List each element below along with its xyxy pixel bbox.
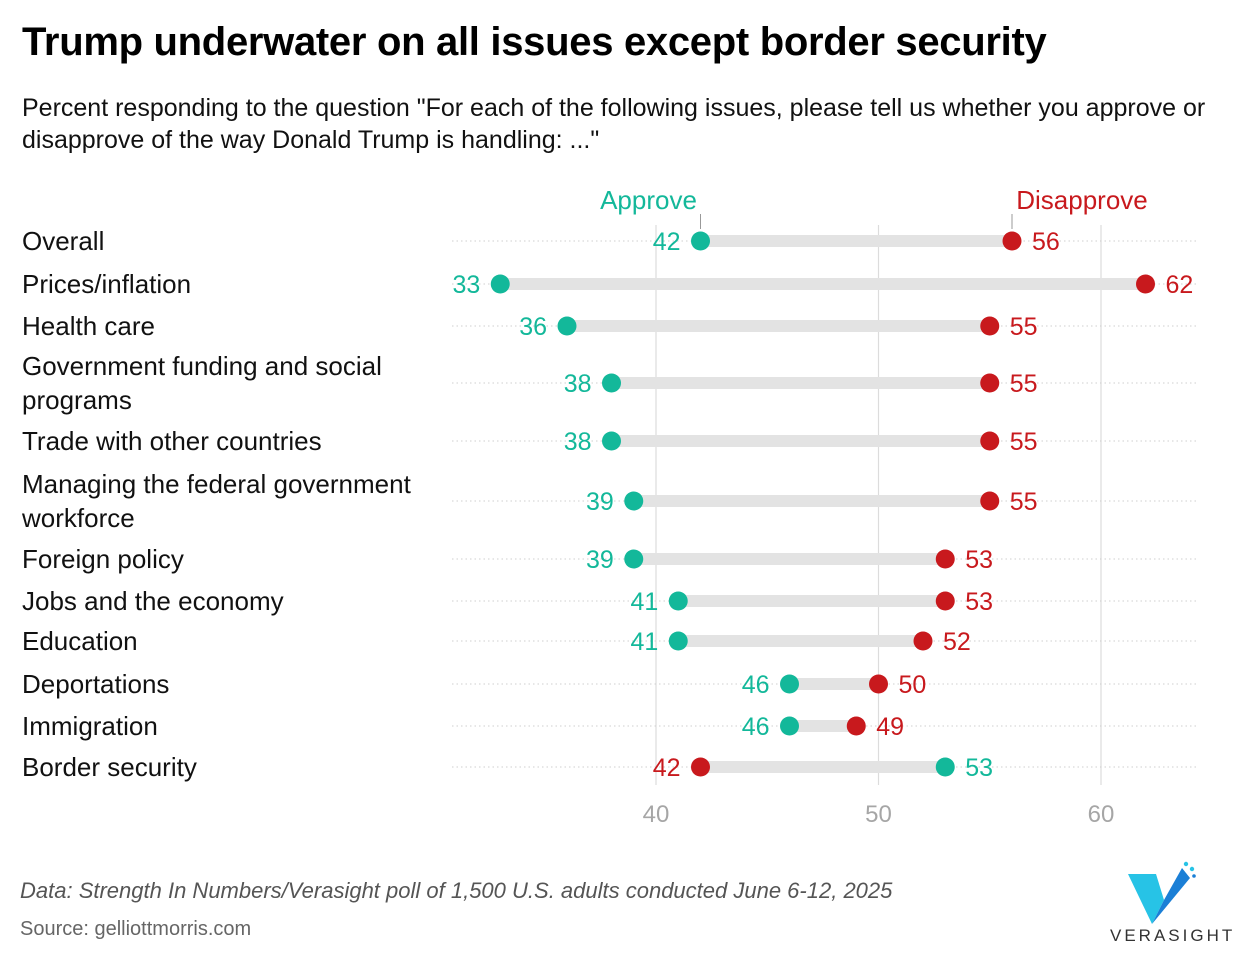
- disapprove-value-label: 53: [965, 546, 993, 574]
- approve-dot: [780, 716, 799, 736]
- approve-dot: [624, 549, 644, 569]
- approve-dot: [602, 431, 621, 451]
- category-label-line: Foreign policy: [22, 544, 184, 574]
- disapprove-value-label: 50: [899, 671, 927, 699]
- category-label-line: Border security: [22, 752, 197, 782]
- disapprove-dot: [980, 316, 1000, 336]
- category-label-line: programs: [22, 385, 132, 415]
- approve-value-label: 39: [586, 546, 614, 574]
- approve-dot: [557, 316, 577, 336]
- category-label: Border security: [22, 752, 197, 782]
- category-label: Government funding and social programs: [22, 351, 382, 415]
- brand-name: VERASIGHT: [1110, 926, 1236, 945]
- disapprove-dot: [869, 674, 888, 694]
- disapprove-value-label: 49: [876, 713, 904, 741]
- approve-value-label: 38: [564, 370, 592, 398]
- disapprove-dot: [935, 591, 955, 611]
- category-label: Prices/inflation: [22, 269, 191, 299]
- category-label: Foreign policy: [22, 544, 184, 574]
- approve-dot: [691, 231, 710, 251]
- verasight-v-logo-icon: [1128, 861, 1196, 924]
- approve-value-label: 41: [630, 588, 658, 616]
- disapprove-dot: [1136, 274, 1155, 294]
- disapprove-value-label: 55: [1010, 313, 1038, 341]
- approve-dot: [668, 591, 688, 611]
- category-label-line: Overall: [22, 226, 104, 256]
- legend-approve: Approve: [600, 185, 697, 215]
- approve-dot: [602, 373, 621, 393]
- category-label: Overall: [22, 226, 104, 256]
- approve-value-label: 39: [586, 488, 614, 516]
- disapprove-value-label: 56: [1032, 228, 1060, 256]
- disapprove-dot: [980, 373, 1000, 393]
- approve-dot: [624, 491, 644, 511]
- x-tick-label-50: 50: [865, 801, 892, 828]
- category-label-line: Managing the federal government: [22, 469, 412, 499]
- category-label: Education: [22, 626, 138, 656]
- category-label-line: Education: [22, 626, 138, 656]
- disapprove-dot: [935, 549, 955, 569]
- category-label-line: Trade with other countries: [22, 426, 322, 456]
- category-label: Deportations: [22, 669, 169, 699]
- category-label: Immigration: [22, 711, 158, 741]
- disapprove-dot: [980, 431, 1000, 451]
- disapprove-value-label: 52: [943, 628, 971, 656]
- approve-dot: [780, 674, 799, 694]
- disapprove-dot: [1002, 231, 1022, 251]
- disapprove-value-label: 62: [1166, 271, 1194, 299]
- approve-value-label: 33: [452, 271, 480, 299]
- category-label: Managing the federal government workforce: [21, 469, 412, 533]
- disapprove-dot: [980, 491, 1000, 511]
- disapprove-value-label: 55: [1010, 428, 1038, 456]
- category-label-line: Government funding and social: [22, 351, 382, 381]
- category-label-line: Immigration: [22, 711, 158, 741]
- chart-subtitle: Percent responding to the question "For …: [22, 94, 1206, 154]
- disapprove-value-label: 55: [1010, 488, 1038, 516]
- category-label-line: workforce: [21, 503, 135, 533]
- disapprove-value-label: 53: [965, 588, 993, 616]
- approve-value-label: 42: [653, 228, 681, 256]
- category-label-line: Prices/inflation: [22, 269, 191, 299]
- approve-value-label: 46: [742, 671, 770, 699]
- disapprove-value-label: 42: [653, 754, 681, 782]
- category-label: Trade with other countries: [22, 426, 322, 456]
- data-note: Data: Strength In Numbers/Verasight poll…: [20, 878, 893, 903]
- disapprove-value-label: 55: [1010, 370, 1038, 398]
- category-label-line: Deportations: [22, 669, 169, 699]
- dumbbell-chart: 40 50 60 Overall Prices/inflation Health care…: [21, 185, 1198, 828]
- approve-value-label: 38: [564, 428, 592, 456]
- x-tick-label-60: 60: [1088, 801, 1115, 828]
- approve-dot: [490, 274, 510, 294]
- legend-disapprove: Disapprove: [1016, 185, 1148, 215]
- disapprove-dot: [691, 757, 710, 777]
- approve-value-label: 53: [965, 754, 993, 782]
- category-label: Jobs and the economy: [22, 586, 284, 616]
- approve-value-label: 41: [630, 628, 658, 656]
- source-note: Source: gelliottmorris.com: [20, 918, 252, 940]
- category-label-line: Jobs and the economy: [22, 586, 284, 616]
- disapprove-dot: [913, 631, 933, 651]
- category-label: Health care: [22, 311, 155, 341]
- approve-value-label: 46: [742, 713, 770, 741]
- approve-value-label: 36: [519, 313, 547, 341]
- chart-title: Trump underwater on all issues except bo…: [22, 20, 1047, 64]
- approve-dot: [935, 757, 955, 777]
- x-tick-label-40: 40: [643, 801, 670, 828]
- category-label-line: Health care: [22, 311, 155, 341]
- approve-dot: [668, 631, 688, 651]
- disapprove-dot: [846, 716, 866, 736]
